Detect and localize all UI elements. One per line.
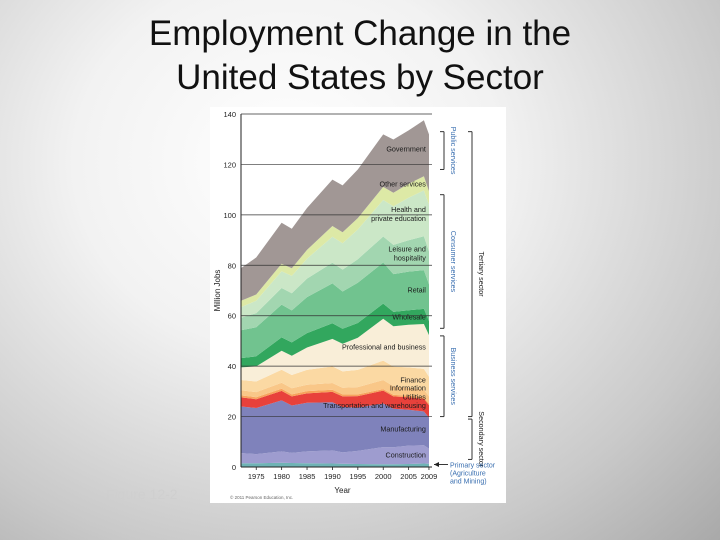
area-leisure-and-hospitality	[241, 236, 429, 331]
employment-area-chart: 0 20 40 60 80 100 120 140 1975 1980 1985 1990 1995 20…	[213, 110, 496, 500]
area-finance	[241, 360, 429, 397]
x-tick-label-1985: 1985	[299, 472, 316, 481]
area-label-retail: Retail	[408, 285, 427, 294]
area-information	[241, 380, 429, 404]
y-tick-label-0: 0	[232, 463, 236, 472]
area-manufacturing	[241, 400, 429, 455]
area-label-utilities: Utilities	[403, 393, 427, 402]
area-label-construction: Construction	[386, 450, 426, 459]
x-axis-label: Year	[334, 486, 351, 495]
x-tick-label-2005: 2005	[400, 472, 417, 481]
area-government	[241, 120, 429, 301]
area-label-other-services: Other services	[380, 179, 427, 188]
y-tick-label-40: 40	[228, 362, 236, 371]
x-tick-label-2009: 2009	[421, 472, 438, 481]
area-primary-sector-agriculture-and-mining	[241, 462, 429, 467]
y-tick-label-140: 140	[223, 110, 236, 119]
title-line-2: United States by Sector	[176, 58, 544, 97]
x-tick-label-1990: 1990	[324, 472, 341, 481]
y-tick-label-120: 120	[223, 160, 236, 169]
x-tick-label-1980: 1980	[273, 472, 290, 481]
primary-sector-label-0: Primary sector	[450, 462, 496, 469]
copyright-text: © 2011 Pearson Education, Inc.	[230, 494, 293, 500]
x-tick-label-2000: 2000	[375, 472, 392, 481]
x-tick-label-1995: 1995	[349, 472, 366, 481]
figure-panel: 0 20 40 60 80 100 120 140 1975 1980 1985 1990 1995 20…	[210, 107, 506, 503]
primary-sector-label-1: (Agriculture	[450, 470, 486, 477]
y-tick-label-100: 100	[223, 211, 236, 220]
area-label-health-and: Health and	[391, 205, 426, 214]
bracket-label-secondary-sector: Secondary sector	[477, 411, 486, 468]
figure-label: Figure 12-2	[106, 486, 178, 502]
area-label-manufacturing: Manufacturing	[380, 424, 426, 433]
area-label-hospitality: hospitality	[394, 254, 426, 263]
slide-title: Employment Change in the United States b…	[0, 12, 720, 100]
primary-sector-arrowhead	[434, 461, 439, 467]
area-utilities	[241, 388, 429, 406]
area-label-private-education: private education	[371, 214, 426, 223]
area-label-transportation-and-warehousing: Transportation and warehousing	[323, 401, 426, 410]
bracket-label-public-services: Public services	[449, 127, 458, 175]
bracket-label-tertiary-sector: Tertiary sector	[477, 252, 486, 298]
area-other-services	[241, 176, 429, 308]
y-tick-label-60: 60	[228, 312, 236, 321]
y-axis-label: Million Jobs	[213, 270, 222, 312]
area-label-wholesale: Wholesale	[392, 312, 426, 321]
title-line-1: Employment Change in the	[148, 14, 572, 53]
x-tick-label-1975: 1975	[248, 472, 265, 481]
area-label-professional-and-business: Professional and business	[342, 342, 426, 351]
area-label-information: Information	[390, 384, 426, 393]
area-label-leisure-and: Leisure and	[388, 245, 426, 254]
bracket-label-business-services: Business services	[449, 347, 458, 405]
area-transportation-and-warehousing	[241, 390, 429, 418]
area-retail	[241, 262, 429, 359]
area-label-government: Government	[386, 144, 426, 153]
y-tick-label-20: 20	[228, 413, 236, 422]
area-wholesale	[241, 303, 429, 368]
area-label-finance: Finance	[400, 375, 426, 384]
primary-sector-label-2: and Mining)	[450, 478, 487, 485]
y-tick-label-80: 80	[228, 261, 236, 270]
area-health-and-private-education	[241, 190, 429, 318]
bracket-label-consumer-services: Consumer services	[449, 231, 458, 293]
area-construction	[241, 445, 429, 465]
